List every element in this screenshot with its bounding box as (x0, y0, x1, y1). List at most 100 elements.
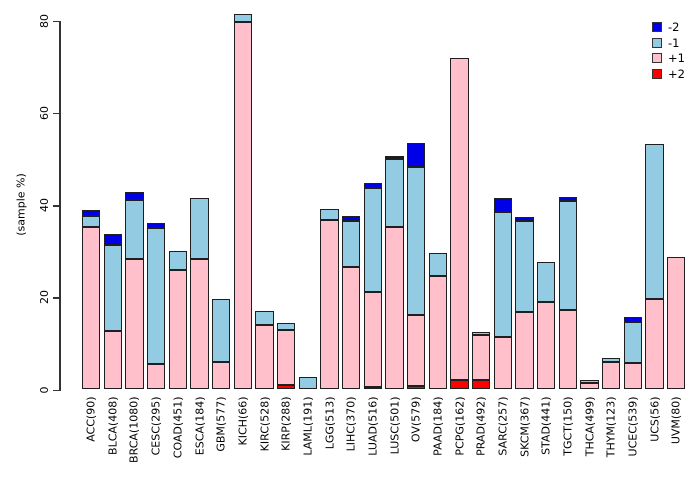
bar-segment-LIHC-+1 (342, 266, 361, 390)
x-category-label: BLCA(408) (106, 396, 120, 455)
bar-segment-KIRC-+1 (255, 324, 274, 390)
bar-segment-BRCA-+1 (125, 258, 144, 390)
x-category-label: KIRC(528) (258, 396, 271, 452)
bar-segment-SARC--1 (493, 211, 513, 337)
bar-segment-OV-+2 (407, 386, 426, 390)
bar-segment-LUSC-+1 (385, 226, 404, 390)
bar-segment-KIRP--1 (277, 322, 296, 330)
bar-segment-PRAD-+1 (472, 335, 491, 380)
bar-segment-THCA--1 (580, 380, 599, 384)
y-tick (53, 20, 59, 22)
y-axis-title: (sample %) (14, 173, 28, 236)
bar-segment-GBM--1 (212, 299, 231, 362)
bar-segment-OV--1 (407, 167, 426, 315)
x-category-label: LIHC(370) (344, 396, 358, 452)
y-tick-label: 40 (38, 198, 51, 212)
bar-segment-LGG-+1 (320, 220, 339, 390)
bar-segment-UCEC--2 (623, 316, 643, 322)
x-category-label: UCS(56) (648, 396, 662, 442)
bar-segment-UCS--1 (645, 144, 664, 300)
bar-segment-TGCT-+1 (558, 310, 578, 390)
bar-segment-LUSC--1 (385, 158, 404, 227)
y-tick (53, 297, 59, 299)
bar-segment-OV-+1 (407, 314, 426, 387)
legend-swatch-icon (652, 68, 662, 79)
bar-segment-ESCA--1 (190, 198, 209, 260)
x-category-label: OV(579) (409, 396, 423, 443)
bar-segment-LUSC--2 (385, 155, 404, 159)
x-category-label: UVM(80) (669, 396, 683, 445)
x-category-label: ESCA(184) (193, 396, 206, 456)
bar-segment-BLCA-+1 (103, 330, 122, 390)
legend-label: -2 (668, 20, 680, 34)
bar-segment-CESC-+1 (147, 364, 166, 390)
bar-segment-LUAD--2 (363, 182, 382, 188)
x-category-label: KIRP(288) (279, 396, 293, 451)
bar-segment-PAAD--1 (428, 252, 448, 277)
bar-segment-THYM--1 (602, 358, 621, 363)
x-category-label: BRCA(1080) (127, 396, 141, 463)
bar-segment-PAAD-+1 (428, 276, 448, 390)
x-category-label: PAAD(184) (431, 396, 445, 456)
y-tick-label: 60 (38, 105, 51, 120)
bar-segment-BLCA--1 (103, 245, 122, 331)
x-category-label: LUAD(516) (366, 396, 380, 456)
bar-segment-UVM-+1 (667, 257, 686, 390)
x-category-label: LAML(191) (301, 396, 315, 456)
bar-segment-LUAD-+1 (363, 292, 382, 388)
bar-segment-THYM-+1 (602, 362, 621, 390)
bar-segment-TGCT--1 (558, 200, 578, 311)
bar-segment-UCS-+1 (645, 299, 664, 390)
legend-item: +2 (652, 68, 685, 80)
bar-segment-ACC-+1 (82, 227, 101, 390)
bar-segment-UCEC--1 (623, 321, 643, 364)
bar-segment-STAD-+1 (537, 301, 556, 390)
y-tick-label: 20 (38, 290, 51, 305)
bar-segment-LIHC--2 (342, 216, 361, 222)
legend-item: -2 (652, 21, 685, 33)
bar-segment-LGG--1 (320, 209, 339, 221)
legend-item: -1 (652, 37, 685, 49)
y-tick-label: 80 (38, 13, 51, 28)
x-category-label: UCEC(539) (626, 396, 640, 457)
legend-label: +1 (668, 51, 685, 65)
legend-item: +1 (652, 52, 685, 64)
x-category-label: STAD(441) (539, 396, 553, 455)
bar-segment-OV--2 (407, 142, 426, 168)
bar-segment-SARC--2 (493, 198, 513, 212)
x-category-label: TGCT(150) (561, 396, 575, 456)
bar-segment-KIRC--1 (255, 311, 274, 325)
bar-segment-SKCM-+1 (515, 311, 534, 390)
x-category-label: PRAD(492) (474, 396, 488, 456)
y-tick (53, 112, 59, 115)
x-category-label: CESC(295) (149, 396, 163, 456)
legend-label: +2 (668, 66, 685, 81)
bar-segment-LIHC--1 (342, 221, 361, 267)
x-category-label: ACC(90) (84, 396, 98, 442)
bar-segment-THCA-+1 (580, 383, 599, 390)
x-category-label: KICH(66) (236, 396, 250, 446)
bar-segment-BRCA--2 (125, 191, 144, 200)
legend: -2 -1 +1 +2 (652, 21, 685, 83)
bar-segment-BLCA--2 (103, 234, 122, 246)
bar-segment-LAML--1 (298, 376, 317, 390)
bar-segment-KICH--1 (233, 14, 252, 22)
x-category-label: COAD(451) (171, 396, 185, 459)
bar-segment-ACC--2 (82, 209, 101, 216)
bar-segment-SKCM--2 (515, 217, 534, 221)
y-tick-label: 0 (38, 386, 51, 393)
bar-segment-TGCT--2 (558, 197, 578, 201)
bar-segment-LUAD-+2 (363, 387, 382, 390)
bar-segment-SKCM--1 (515, 220, 534, 312)
legend-swatch-icon (652, 53, 662, 63)
bar-segment-LUAD--1 (363, 187, 382, 293)
bar-segment-ACC--1 (82, 215, 101, 228)
x-category-label: SARC(257) (496, 396, 510, 456)
bar-segment-PCPG-+1 (450, 58, 469, 381)
legend-swatch-icon (652, 37, 662, 48)
y-tick (53, 205, 59, 207)
bar-segment-SARC-+1 (493, 336, 513, 390)
bar-segment-GBM-+1 (212, 361, 231, 390)
